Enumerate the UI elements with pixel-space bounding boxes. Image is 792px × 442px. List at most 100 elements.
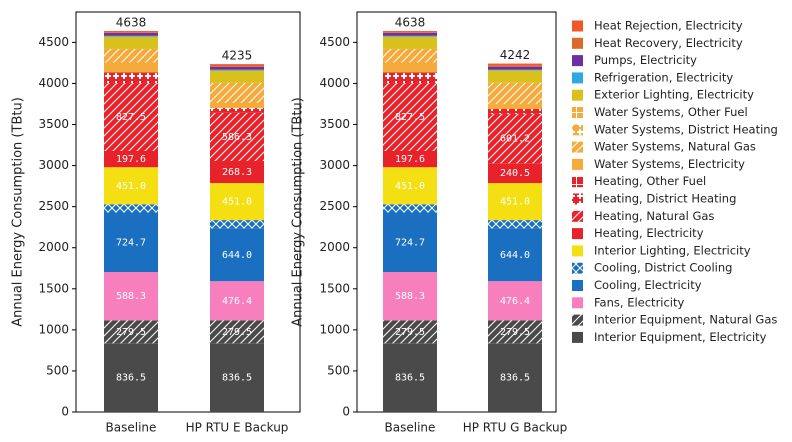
legend-label: Water Systems, Natural Gas [594,140,756,154]
value-label: 836.5 [116,373,146,384]
y-tick-label: 500 [327,363,350,377]
value-label: 836.5 [500,373,530,384]
y-tick-label: 3500 [38,117,69,131]
total-label: 4242 [500,48,531,62]
bar-segment [488,66,542,70]
bar-segment [488,281,542,321]
value-label: 451.0 [395,181,425,192]
value-label: 836.5 [222,373,252,384]
legend-label: Water Systems, Electricity [594,157,745,171]
bar-segment [104,151,158,168]
bar-segment [210,66,264,70]
value-label: 476.4 [222,296,252,307]
legend-label: Water Systems, District Heating [594,122,778,136]
legend-label: Fans, Electricity [594,295,685,309]
value-label: 724.7 [395,237,425,248]
legend-label: Heating, Electricity [594,226,704,240]
legend-label: Heating, Other Fuel [594,174,706,188]
y-tick-label: 1500 [38,281,69,295]
value-label: 476.4 [500,296,530,307]
bar-segment [210,107,264,113]
bar-segment [383,212,437,273]
total-label: 4638 [116,16,147,30]
legend-label: Pumps, Electricity [594,53,697,67]
y-tick-label: 4000 [319,76,350,90]
legend-label: Heat Rejection, Electricity [594,19,743,33]
bar-segment [383,343,437,412]
legend-swatch [572,245,583,257]
bar-segment [210,343,264,412]
plot-frame [356,11,557,413]
value-label: 197.6 [395,154,425,165]
bar-segment [383,167,437,205]
bar-segment [488,113,542,164]
bar-segment [383,151,437,168]
bar-segment [488,65,542,67]
bar-segment [488,343,542,412]
value-label: 588.3 [116,291,146,302]
y-tick-label: 1000 [38,322,69,336]
bar-segment [383,31,437,33]
value-label: 451.0 [116,181,146,192]
y-axis-label: Annual Energy Consumption (TBtu) [11,97,26,327]
bar-segment [383,48,437,63]
bar-segment [488,104,542,109]
bar-segment [383,320,437,344]
legend-label: Water Systems, Other Fuel [594,105,748,119]
bar-segment [488,320,542,344]
legend-label: Heat Recovery, Electricity [594,36,743,50]
value-label: 279.5 [395,327,425,338]
total-label: 4638 [395,16,426,30]
legend-label: Interior Equipment, Natural Gas [594,313,777,327]
bar-segment [210,64,264,67]
value-label: 197.6 [116,154,146,165]
bar-segment [383,32,437,36]
legend-label: Interior Lighting, Electricity [594,243,751,257]
legend-label: Heating, Natural Gas [594,209,714,223]
legend-swatch [572,297,583,309]
value-label: 451.0 [500,197,530,208]
value-label: 240.5 [500,168,530,179]
bar-segment [210,102,264,108]
legend-swatch [572,55,583,67]
legend-swatch [572,141,583,153]
y-tick-label: 0 [342,405,350,419]
value-label: 279.5 [116,327,146,338]
bar-segment [104,204,158,213]
value-label: 451.0 [222,197,252,208]
value-label: 279.5 [500,327,530,338]
value-label: 601.2 [500,134,530,145]
total-label: 4235 [222,49,253,63]
bar-segment [210,281,264,321]
legend-swatch [572,37,583,49]
bar-segment [488,69,542,71]
value-label: 586.3 [222,132,252,143]
legend-swatch [572,228,583,240]
bar-segment [210,82,264,103]
y-tick-label: 0 [61,405,69,419]
bar-segment [210,320,264,344]
bar-segment [488,220,542,229]
bar-segment [383,36,437,49]
y-tick-label: 4500 [38,35,69,49]
legend-swatch [572,262,583,274]
legend-swatch [572,20,583,32]
bar-segment [104,32,158,36]
legend-swatch [572,280,583,291]
value-label: 644.0 [500,250,530,261]
bar-segment [383,32,437,33]
bar-segment [210,112,264,162]
bar-segment [104,72,158,84]
legend-label: Cooling, District Cooling [594,261,732,275]
legend-label: Exterior Lighting, Electricity [594,88,754,102]
legend-swatch [572,176,583,188]
bar-segment [488,63,542,66]
value-label: 268.3 [222,167,252,178]
bar-segment [488,228,542,282]
bar-segment [383,272,437,321]
bar-segment [488,108,542,114]
bar-segment [210,66,264,67]
bar-segment [210,70,264,83]
y-tick-label: 3000 [38,158,69,172]
